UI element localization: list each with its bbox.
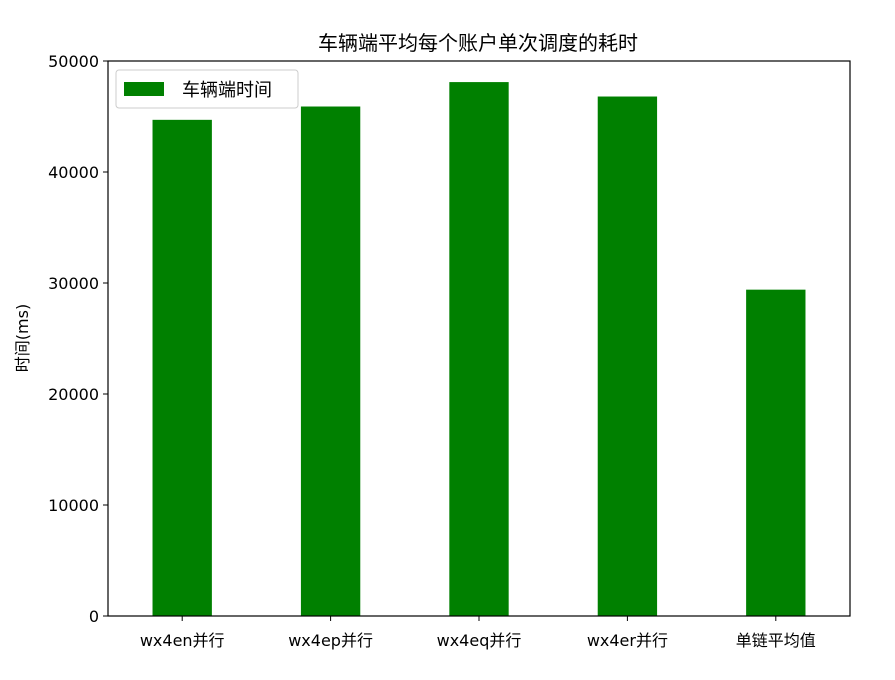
bars-layer — [152, 82, 806, 617]
x-tick-label: wx4eq并行 — [437, 631, 522, 650]
legend-label: 车辆端时间 — [182, 80, 272, 101]
legend: 车辆端时间 — [115, 69, 299, 109]
y-axis-label: 时间(ms) — [13, 304, 32, 372]
y-tick-label: 50000 — [48, 52, 99, 71]
x-tick-label: wx4er并行 — [587, 631, 668, 650]
x-tick-label: wx4en并行 — [140, 631, 225, 650]
y-tick-label: 10000 — [48, 496, 99, 515]
legend-box — [115, 69, 299, 109]
bar — [746, 289, 806, 616]
chart-title: 车辆端平均每个账户单次调度的耗时 — [318, 31, 638, 55]
y-tick-label: 20000 — [48, 385, 99, 404]
bar — [152, 119, 212, 616]
bar — [300, 106, 361, 616]
bar — [597, 96, 658, 616]
y-tick-label: 40000 — [48, 163, 99, 182]
legend-swatch — [124, 82, 164, 96]
bar — [449, 82, 509, 617]
y-tick-label: 30000 — [48, 274, 99, 293]
x-tick-label: 单链平均值 — [736, 631, 816, 650]
x-tick-label: wx4ep并行 — [288, 631, 373, 650]
x-axis: wx4en并行 wx4ep并行 wx4eq并行 wx4er并行 单链平均值 — [140, 616, 816, 650]
y-axis: 0 10000 20000 30000 40000 50000 — [48, 52, 108, 626]
y-tick-label: 0 — [89, 607, 99, 626]
